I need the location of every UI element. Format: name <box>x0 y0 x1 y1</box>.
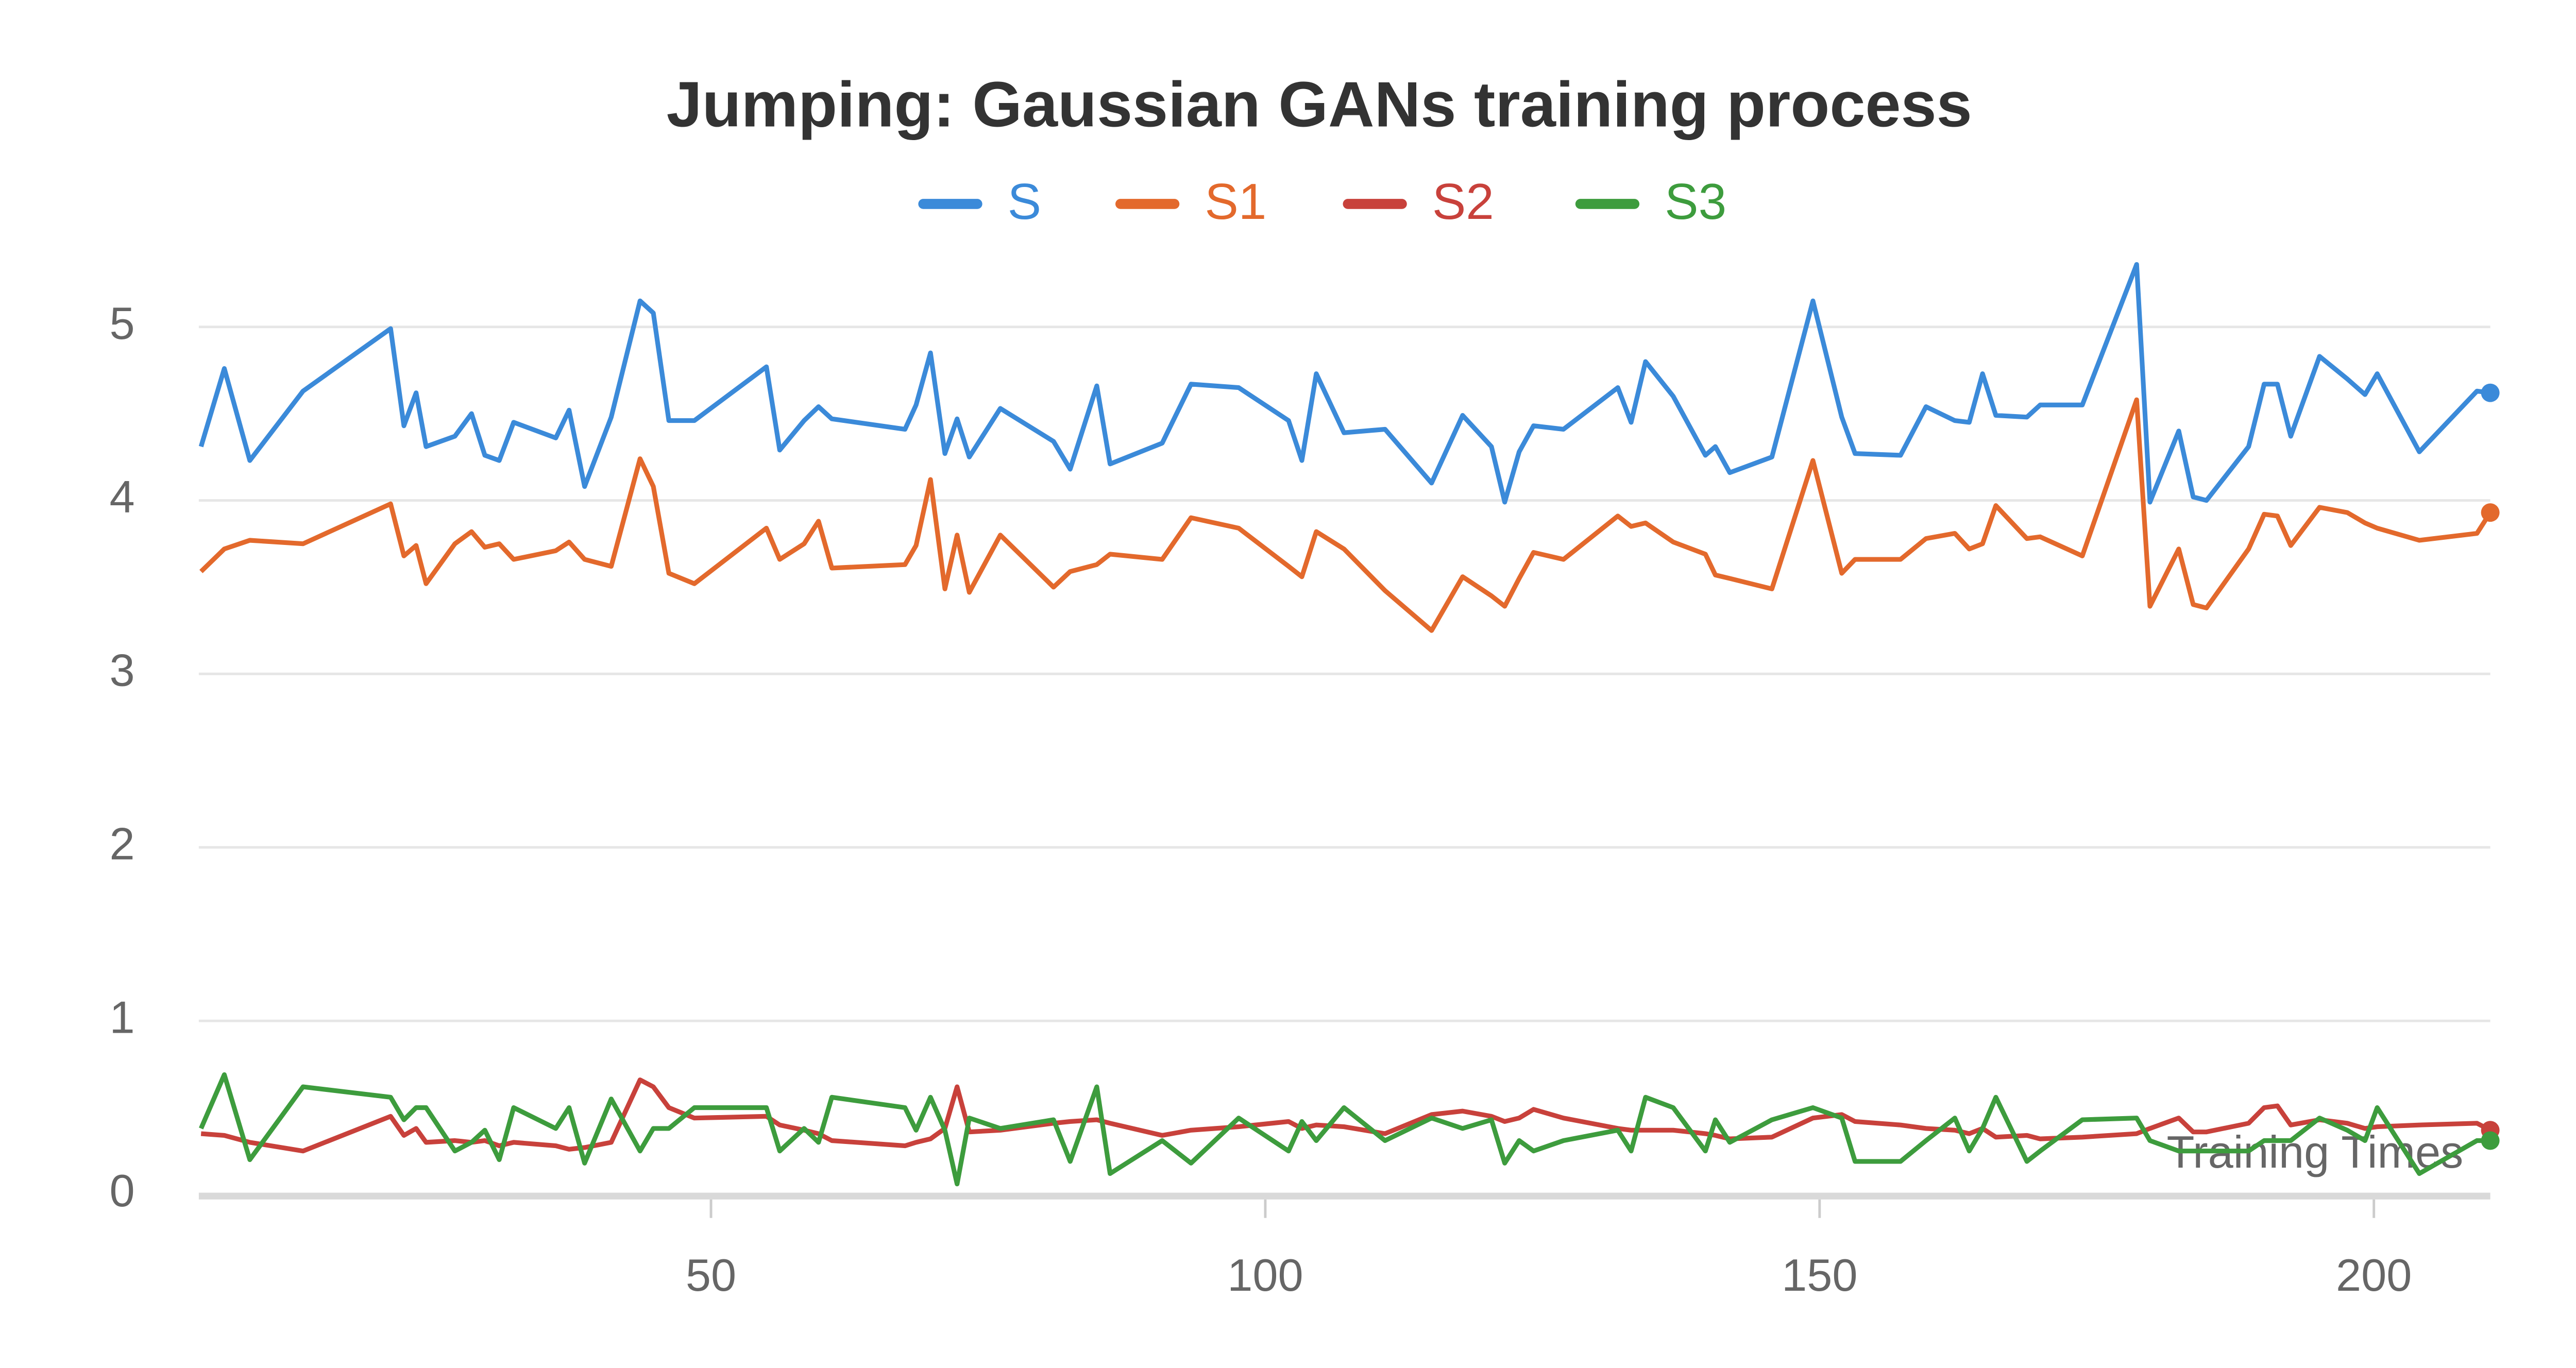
y-tick-label: 3 <box>110 645 135 696</box>
legend-label: S2 <box>1432 173 1494 230</box>
end-point <box>2481 1131 2500 1150</box>
chart-title: Jumping: Gaussian GANs training process <box>667 70 1972 141</box>
x-tick-label: 200 <box>2336 1250 2412 1301</box>
y-tick-label: 0 <box>110 1165 135 1216</box>
x-tick-label: 100 <box>1227 1250 1303 1301</box>
end-point <box>2481 503 2500 522</box>
end-point <box>2481 383 2500 402</box>
y-tick-label: 2 <box>110 818 135 869</box>
series-line <box>199 1072 2490 1187</box>
legend-label: S <box>1008 173 1041 230</box>
y-tick-label: 4 <box>110 471 135 522</box>
series-line <box>199 397 2493 633</box>
x-tick-label: 150 <box>1782 1250 1857 1301</box>
series-line <box>200 1078 2492 1154</box>
x-tick-label: 50 <box>686 1250 736 1301</box>
y-tick-label: 5 <box>110 298 135 349</box>
legend-label: S1 <box>1205 173 1266 230</box>
series-line <box>198 262 2491 505</box>
y-tick-label: 1 <box>110 991 135 1042</box>
legend-label: S3 <box>1665 173 1726 230</box>
